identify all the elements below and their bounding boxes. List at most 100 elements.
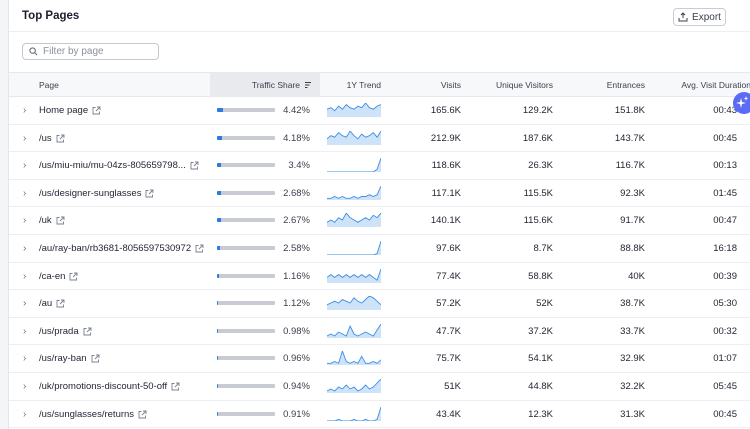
table-row[interactable]: › /us 4.18% 212.9K 187.6K 143.7K 00:45 [9,125,750,153]
expand-chevron-icon[interactable]: › [23,187,27,199]
external-link-icon[interactable] [69,272,78,281]
sparkline-area [327,240,381,255]
page-link[interactable]: /au/ray-ban/rb3681-8056597530972 [39,242,192,254]
column-header-avg-visit-duration[interactable]: Avg. Visit Duration [681,80,750,90]
expand-chevron-icon[interactable]: › [23,353,27,365]
expand-chevron-icon[interactable]: › [23,325,27,337]
page-link[interactable]: /uk/promotions-discount-50-off [39,380,168,392]
column-header-entrances[interactable]: Entrances [606,80,645,90]
sparkline-line [327,185,381,199]
unique-visitors-value: 44.8K [528,380,553,392]
search-icon [29,47,38,56]
column-header-trend[interactable]: 1Y Trend [346,80,381,90]
external-link-icon[interactable] [195,244,204,253]
expand-chevron-icon[interactable]: › [23,132,27,144]
external-link-icon[interactable] [145,189,154,198]
trend-sparkline [327,185,381,200]
export-button-label: Export [692,11,721,23]
page-link[interactable]: /us/prada [39,325,79,337]
visits-value: 47.7K [436,325,461,337]
page-link[interactable]: /us [39,132,52,144]
external-link-icon[interactable] [83,327,92,336]
expand-chevron-icon[interactable]: › [23,270,27,282]
entrances-value: 31.3K [620,408,645,420]
table-row[interactable]: › /au 1.12% 57.2K 52K 38.7K 05:30 [9,290,750,318]
table-row[interactable]: › /uk/promotions-discount-50-off 0.94% 5… [9,373,750,401]
unique-visitors-value: 58.8K [528,270,553,282]
avg-visit-duration-value: 00:47 [713,215,737,227]
assistant-button[interactable] [733,92,750,114]
expand-chevron-icon[interactable]: › [23,242,27,254]
table-row[interactable]: › /us/designer-sunglasses 2.68% 117.1K 1… [9,180,750,208]
visits-value: 140.1K [430,215,461,227]
column-header-traffic-share[interactable]: Traffic Share [210,73,320,97]
trend-sparkline [327,378,381,393]
external-link-icon[interactable] [92,106,101,115]
expand-chevron-icon[interactable]: › [23,215,27,227]
trend-sparkline [327,323,381,338]
avg-visit-duration-value: 00:45 [713,408,737,420]
traffic-share-bar [217,383,275,388]
external-link-icon[interactable] [56,134,65,143]
export-button[interactable]: Export [673,8,726,26]
expand-chevron-icon[interactable]: › [23,160,27,172]
upload-icon [678,12,688,22]
traffic-share-bar-fill [217,135,223,140]
table-row[interactable]: › /uk 2.67% 140.1K 115.6K 91.7K 00:47 [9,207,750,235]
table-row[interactable]: › Home page 4.42% 165.6K 129.2K 151.8K 0… [9,97,750,125]
table-row[interactable]: › /au/ray-ban/rb3681-8056597530972 2.58%… [9,235,750,263]
visits-value: 51K [444,380,461,392]
traffic-share-bar [217,190,275,195]
traffic-share-bar-fill [217,328,219,333]
page-link[interactable]: Home page [39,105,89,116]
trend-sparkline [327,103,381,117]
sparkline-line [327,103,381,112]
filter-input-wrapper[interactable] [22,43,159,60]
page-link[interactable]: /us/ray-ban [39,353,87,365]
page-link[interactable]: /us/designer-sunglasses [39,187,142,199]
page-link[interactable]: /ca-en [39,270,66,282]
expand-chevron-icon[interactable]: › [23,380,27,392]
traffic-share-value: 1.12% [283,298,310,310]
page-link[interactable]: /au [39,298,53,310]
sparkline-area [327,323,381,338]
table-row[interactable]: › /us/prada 0.98% 47.7K 37.2K 33.7K 00:3… [9,318,750,346]
sort-icon [305,82,311,88]
table-row[interactable]: › /us/ray-ban 0.96% 75.7K 54.1K 32.9K 01… [9,345,750,373]
traffic-share-bar [217,108,275,112]
external-link-icon[interactable] [56,216,65,225]
entrances-value: 91.7K [620,215,645,227]
table-row[interactable]: › /us/sunglasses/returns 0.91% 43.4K 12.… [9,401,750,429]
table-row[interactable]: › /ca-en 1.16% 77.4K 58.8K 40K 00:39 [9,263,750,291]
external-link-icon[interactable] [91,354,100,363]
external-link-icon[interactable] [138,410,147,419]
page-cell: /uk/promotions-discount-50-off [39,373,214,400]
column-header-visits[interactable]: Visits [440,80,461,90]
column-header-unique-visitors[interactable]: Unique Visitors [495,80,553,90]
entrances-value: 40K [628,270,645,282]
page-link[interactable]: /uk [39,215,52,227]
expand-chevron-icon[interactable]: › [23,408,27,420]
sparkline-area [327,406,381,421]
sparkline-line [327,323,381,337]
expand-chevron-icon[interactable]: › [23,298,27,310]
external-link-icon[interactable] [190,161,199,170]
column-header-page[interactable]: Page [39,80,59,90]
avg-visit-duration-value: 05:30 [713,298,737,310]
sparkline-line [327,406,381,421]
page-cell: /au [39,290,214,317]
sparkline-line [327,378,381,392]
external-link-icon[interactable] [171,382,180,391]
filter-input[interactable] [43,46,153,57]
traffic-share-bar-fill [217,411,219,416]
traffic-share-bar-fill [217,356,219,361]
table-row[interactable]: › /us/miu-miu/mu-04zs-805659798... 3.4% … [9,152,750,180]
sparkline-area [327,185,381,200]
page-link[interactable]: /us/sunglasses/returns [39,408,135,420]
expand-chevron-icon[interactable]: › [23,105,27,116]
external-link-icon[interactable] [56,299,65,308]
traffic-share-bar [217,411,275,416]
page-link[interactable]: /us/miu-miu/mu-04zs-805659798... [39,160,186,172]
sparkline-line [327,158,381,173]
traffic-share-value: 4.18% [283,132,310,144]
